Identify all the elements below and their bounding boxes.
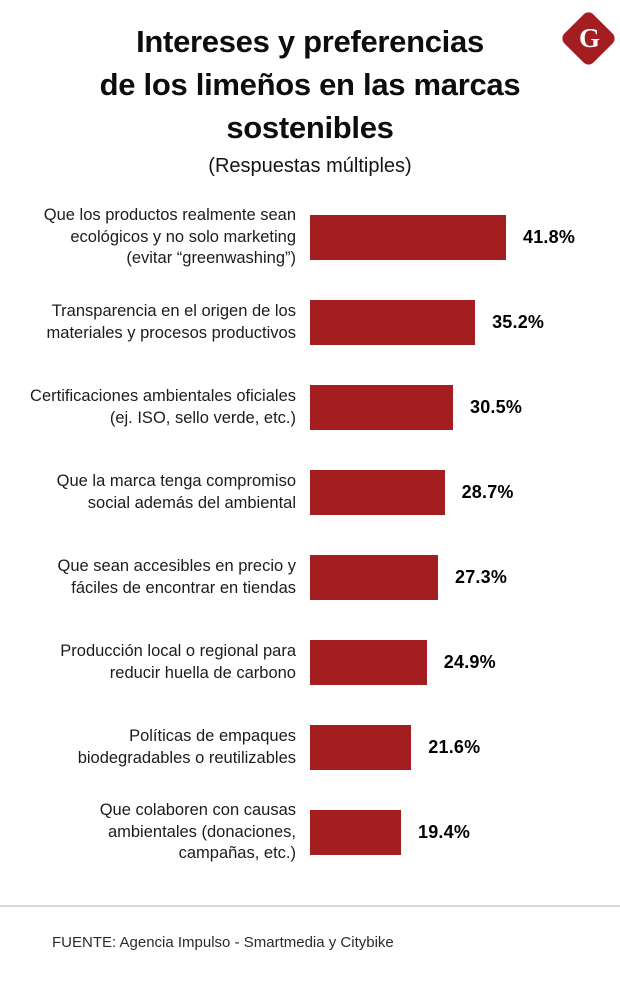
bar [310, 215, 506, 260]
bar-label: Que los productos realmente sean ecológi… [43, 206, 296, 268]
bar-label: Que la marca tenga compromiso social ade… [56, 472, 296, 512]
table-row: Que los productos realmente sean ecológi… [0, 195, 620, 280]
bar-area: 27.3% [310, 555, 620, 600]
bar-value: 19.4% [418, 822, 471, 842]
bar-chart: Que los productos realmente sean ecológi… [0, 195, 620, 875]
bar-area: 28.7% [310, 470, 620, 515]
bar-label: Certificaciones ambientales oficiales (e… [30, 387, 296, 427]
table-row: Producción local o regional para reducir… [0, 620, 620, 705]
footer-divider [0, 905, 620, 907]
bar-label: Que sean accesibles en precio y fáciles … [57, 557, 296, 597]
chart-title: Intereses y preferencias de los limeños … [99, 24, 521, 145]
table-row: Certificaciones ambientales oficiales (e… [0, 365, 620, 450]
bar [310, 470, 445, 515]
bar [310, 725, 412, 770]
bar [310, 385, 453, 430]
bar-area: 41.8% [310, 215, 620, 260]
bar-value: 21.6% [428, 737, 481, 757]
table-row: Que la marca tenga compromiso social ade… [0, 450, 620, 535]
logo-g-letter: G [578, 23, 600, 53]
table-row: Que sean accesibles en precio y fáciles … [0, 535, 620, 620]
bar-value: 27.3% [455, 567, 508, 587]
bar-label: Políticas de empaques biodegradables o r… [77, 727, 296, 767]
bar-area: 21.6% [310, 725, 620, 770]
bar-label: Que colaboren con causas ambientales (do… [99, 801, 296, 863]
table-row: Políticas de empaques biodegradables o r… [0, 705, 620, 790]
gestion-logo: G [559, 9, 618, 68]
bar [310, 300, 476, 345]
source-text: FUENTE: Agencia Impulso - Smartmedia y C… [52, 934, 394, 951]
table-row: Que colaboren con causas ambientales (do… [0, 790, 620, 875]
bar-area: 30.5% [310, 385, 620, 430]
bar [310, 555, 438, 600]
chart-subtitle: (Respuestas múltiples) [208, 155, 412, 177]
bar-label: Transparencia en el origen de los materi… [46, 302, 296, 342]
bar-value: 24.9% [443, 652, 496, 672]
bar-area: 19.4% [310, 810, 620, 855]
bar-value: 28.7% [461, 482, 514, 502]
bar [310, 810, 401, 855]
bar-value: 35.2% [492, 312, 545, 332]
bar-area: 35.2% [310, 300, 620, 345]
bar-value: 41.8% [523, 227, 576, 247]
bar-value: 30.5% [470, 397, 523, 417]
bar [310, 640, 427, 685]
bar-area: 24.9% [310, 640, 620, 685]
table-row: Transparencia en el origen de los materi… [0, 280, 620, 365]
bar-label: Producción local o regional para reducir… [60, 642, 296, 682]
